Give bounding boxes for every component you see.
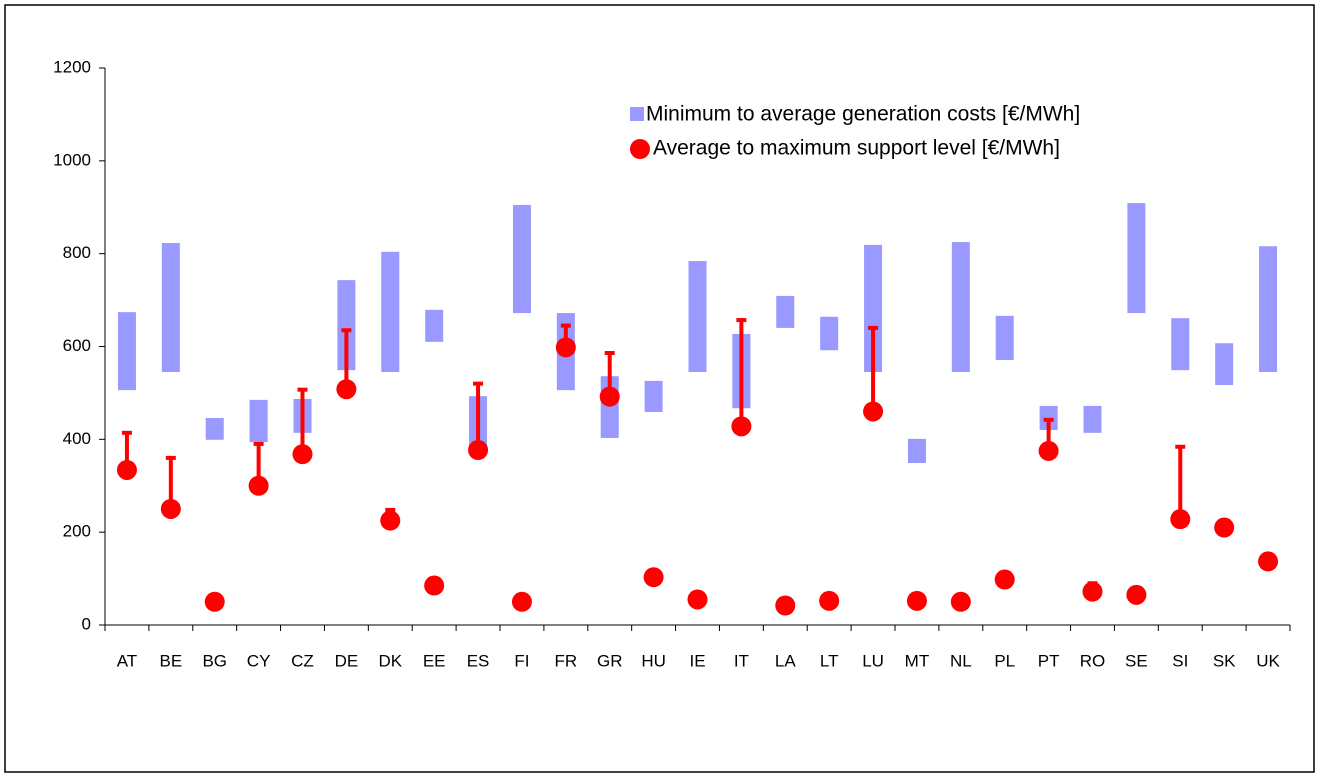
range-bar xyxy=(820,316,839,351)
y-tick-label: 0 xyxy=(82,614,91,633)
point xyxy=(1170,509,1191,530)
x-tick-label: SI xyxy=(1172,651,1188,670)
x-tick-label: SK xyxy=(1213,651,1236,670)
point xyxy=(731,416,752,437)
legend-swatch xyxy=(630,139,650,159)
x-tick-label: PL xyxy=(994,651,1015,670)
x-tick-label: BG xyxy=(202,651,227,670)
x-tick-label: CZ xyxy=(291,651,314,670)
point xyxy=(1126,584,1147,605)
range-bar xyxy=(249,399,268,443)
point xyxy=(336,379,357,400)
x-tick-label: IT xyxy=(734,651,749,670)
range-bar xyxy=(1215,343,1234,386)
legend-label: Average to maximum support level [€/MWh] xyxy=(653,137,1060,160)
range-bar xyxy=(644,380,663,412)
range-bar xyxy=(117,312,136,391)
point xyxy=(204,591,225,612)
x-tick-label: AT xyxy=(117,651,137,670)
point xyxy=(555,337,576,358)
point xyxy=(994,569,1015,590)
legend-swatch xyxy=(630,107,644,121)
point xyxy=(511,591,532,612)
x-tick-label: LA xyxy=(775,651,796,670)
x-tick-label: HU xyxy=(641,651,666,670)
x-tick-label: GR xyxy=(597,651,623,670)
range-bar xyxy=(161,242,180,373)
point xyxy=(424,575,445,596)
range-bar xyxy=(907,438,926,464)
point xyxy=(380,510,401,531)
range-bar xyxy=(864,244,883,373)
range-bar xyxy=(337,280,356,371)
x-tick-label: BE xyxy=(159,651,182,670)
x-tick-label: SE xyxy=(1125,651,1148,670)
range-bar xyxy=(381,251,400,373)
x-tick-label: FI xyxy=(514,651,529,670)
point xyxy=(160,498,181,519)
x-tick-label: UK xyxy=(1256,651,1280,670)
x-tick-label: ES xyxy=(467,651,490,670)
range-bar xyxy=(776,295,795,328)
x-tick-label: RO xyxy=(1080,651,1106,670)
point xyxy=(775,595,796,616)
point xyxy=(863,401,884,422)
x-tick-label: CY xyxy=(247,651,271,670)
y-tick-label: 1000 xyxy=(53,150,91,169)
x-tick-label: IE xyxy=(689,651,705,670)
point xyxy=(643,567,664,588)
x-tick-label: LT xyxy=(820,651,839,670)
range-bar xyxy=(512,204,531,314)
range-bar xyxy=(205,417,224,440)
point xyxy=(1258,551,1279,572)
range-bar xyxy=(1083,405,1102,433)
y-tick-label: 600 xyxy=(63,336,91,355)
range-bar xyxy=(995,315,1014,360)
point xyxy=(1038,440,1059,461)
x-tick-label: NL xyxy=(950,651,972,670)
point xyxy=(292,444,313,465)
range-bar xyxy=(1259,246,1278,373)
point xyxy=(819,590,840,611)
y-tick-label: 400 xyxy=(63,429,91,448)
x-tick-label: EE xyxy=(423,651,446,670)
y-tick-label: 200 xyxy=(63,522,91,541)
y-tick-label: 800 xyxy=(63,243,91,262)
x-tick-label: MT xyxy=(905,651,930,670)
x-tick-label: DE xyxy=(335,651,359,670)
point xyxy=(906,590,927,611)
point xyxy=(950,591,971,612)
point xyxy=(599,386,620,407)
x-tick-label: LU xyxy=(862,651,884,670)
range-bar xyxy=(688,261,707,373)
point xyxy=(1082,581,1103,602)
range-bar xyxy=(1127,203,1146,314)
point xyxy=(116,459,137,480)
x-tick-label: PT xyxy=(1038,651,1060,670)
x-tick-label: FR xyxy=(554,651,577,670)
point xyxy=(687,589,708,610)
point xyxy=(1214,517,1235,538)
range-bar xyxy=(951,242,970,373)
range-bar xyxy=(1171,318,1190,371)
point xyxy=(468,440,489,461)
legend-label: Minimum to average generation costs [€/M… xyxy=(646,103,1080,126)
x-tick-label: DK xyxy=(378,651,402,670)
point xyxy=(248,475,269,496)
range-bar xyxy=(425,309,444,342)
y-tick-label: 1200 xyxy=(53,57,91,76)
